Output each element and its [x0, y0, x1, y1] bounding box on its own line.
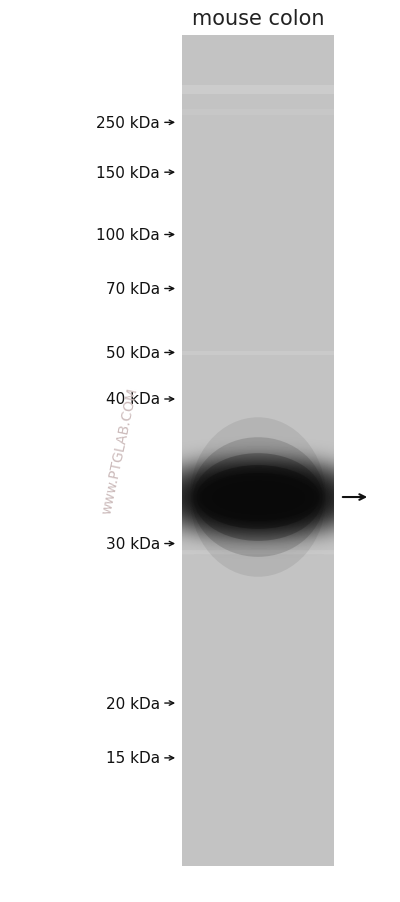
Ellipse shape — [193, 454, 323, 541]
Text: 40 kDa: 40 kDa — [106, 392, 160, 407]
Text: www.PTGLAB.COM: www.PTGLAB.COM — [100, 386, 140, 516]
Text: mouse colon: mouse colon — [192, 9, 324, 29]
Ellipse shape — [191, 437, 325, 557]
Text: 150 kDa: 150 kDa — [96, 165, 160, 180]
Text: 100 kDa: 100 kDa — [96, 227, 160, 243]
Ellipse shape — [221, 483, 295, 511]
Text: 15 kDa: 15 kDa — [106, 750, 160, 766]
Ellipse shape — [210, 480, 306, 515]
Text: 250 kDa: 250 kDa — [96, 115, 160, 131]
Text: 30 kDa: 30 kDa — [106, 537, 160, 551]
Text: 50 kDa: 50 kDa — [106, 345, 160, 361]
Ellipse shape — [190, 418, 326, 577]
Ellipse shape — [202, 474, 314, 521]
Text: 20 kDa: 20 kDa — [106, 695, 160, 711]
Ellipse shape — [197, 465, 319, 529]
Text: 70 kDa: 70 kDa — [106, 281, 160, 297]
